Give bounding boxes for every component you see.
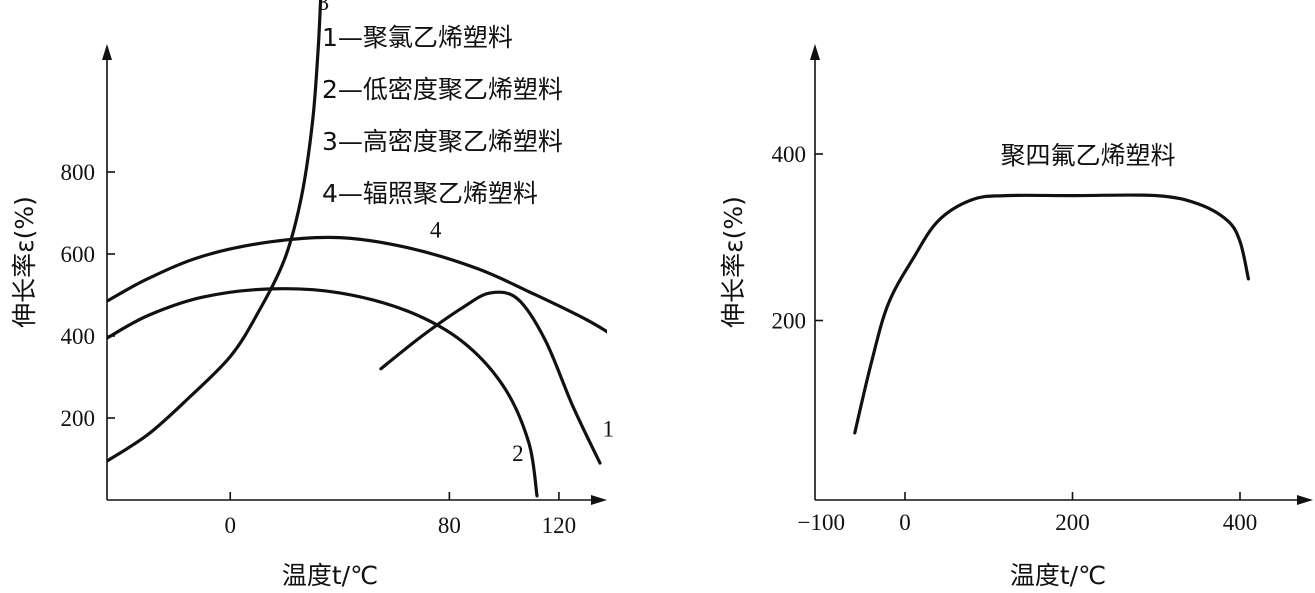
curve-3 <box>107 0 323 463</box>
right-x-axis-arrow <box>1297 495 1313 505</box>
curve-label-3: 3 <box>318 0 330 15</box>
left-chart: 0 80 120 200 400 600 800 1 2 3 4 1—聚氯乙烯塑料 2—低密度聚乙烯… <box>10 0 614 590</box>
right-y-axis-arrow <box>810 44 820 60</box>
left-x-axis-label: 温度t/℃ <box>282 561 378 590</box>
curve-ptfe <box>853 193 1250 435</box>
left-y-axis-arrow <box>102 44 112 60</box>
right-chart: −100 0 200 400 200 400 聚四氟乙烯塑料 温度t/℃ 伸长率ε(%) <box>719 44 1313 590</box>
right-series-annotation: 聚四氟乙烯塑料 <box>1000 141 1175 170</box>
left-y-tick-label: 200 <box>61 406 96 431</box>
legend-item-1: 1—聚氯乙烯塑料 <box>322 23 513 52</box>
right-x-tick-label: 200 <box>1055 510 1090 535</box>
left-curves <box>107 0 607 498</box>
left-x-tick-label: 0 <box>225 513 237 538</box>
left-x-tick-label: 120 <box>542 513 577 538</box>
right-y-axis-label: 伸长率ε(%) <box>719 196 748 328</box>
right-x-tick-label: −100 <box>798 510 845 535</box>
right-x-tick-label: 400 <box>1223 510 1258 535</box>
curve-1 <box>379 290 602 465</box>
legend: 1—聚氯乙烯塑料 2—低密度聚乙烯塑料 3—高密度聚乙烯塑料 4—辐照聚乙烯塑料 <box>322 23 563 208</box>
right-curves <box>853 193 1250 435</box>
left-y-axis-label: 伸长率ε(%) <box>10 196 39 328</box>
right-y-tick-label: 400 <box>772 142 807 167</box>
left-x-tick-label: 80 <box>438 513 461 538</box>
curve-2 <box>107 287 539 498</box>
right-x-axis-label: 温度t/℃ <box>1010 561 1106 590</box>
right-y-tick-label: 200 <box>772 309 807 334</box>
right-x-tick-label: 0 <box>899 510 911 535</box>
legend-item-2: 2—低密度聚乙烯塑料 <box>322 75 563 104</box>
left-ticks: 0 80 120 200 400 600 800 <box>61 160 577 538</box>
curve-label-1: 1 <box>602 416 614 441</box>
left-y-tick-label: 600 <box>61 242 96 267</box>
left-y-tick-label: 800 <box>61 160 96 185</box>
curve-label-2: 2 <box>512 441 524 466</box>
legend-item-3: 3—高密度聚乙烯塑料 <box>322 127 563 156</box>
curve-4 <box>107 235 607 334</box>
left-curve-labels: 1 2 3 4 <box>318 0 614 466</box>
left-x-axis-arrow <box>591 495 607 505</box>
left-y-tick-label: 400 <box>61 324 96 349</box>
right-ticks: −100 0 200 400 200 400 <box>772 142 1258 535</box>
curve-label-4: 4 <box>430 218 442 243</box>
legend-item-4: 4—辐照聚乙烯塑料 <box>322 179 538 208</box>
